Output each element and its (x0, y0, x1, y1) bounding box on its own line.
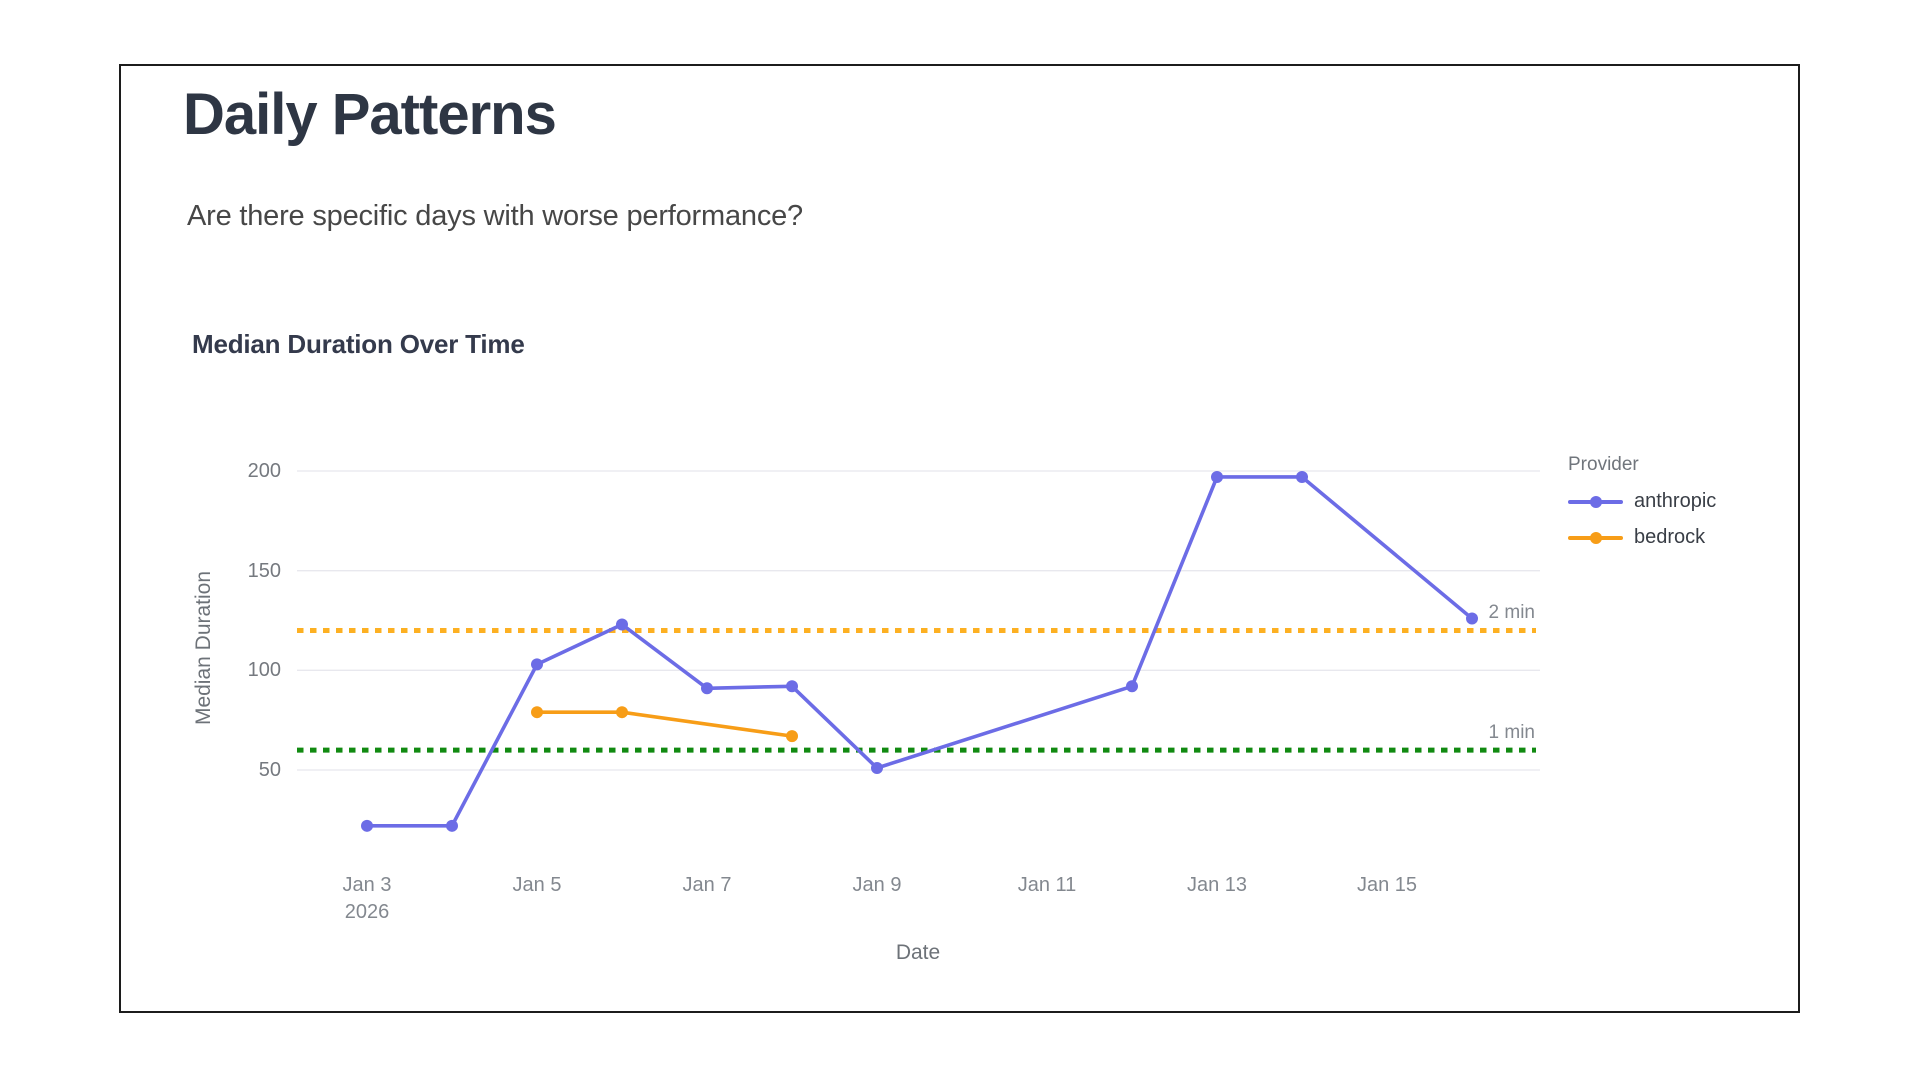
x-tick-label-jan15: Jan 15 (1356, 874, 1418, 896)
x-tick-label-jan7: Jan 7 (682, 874, 732, 896)
y-tick-label-200: 200 (247, 460, 281, 482)
y-tick-label-150: 150 (247, 560, 281, 582)
x-tick-label-jan5: Jan 5 (512, 874, 562, 896)
ref-line-label-1min: 1 min (1488, 722, 1535, 743)
page-subtitle: Are there specific days with worse perfo… (187, 200, 803, 232)
y-tick-label-100: 100 (247, 659, 281, 681)
legend-label-bedrock: bedrock (1634, 526, 1706, 548)
legend-title: Provider (1568, 454, 1639, 475)
anthropic-series-swatch (1568, 495, 1623, 508)
anthropic-swatch-dot (1589, 495, 1602, 508)
legend-item-anthropic[interactable]: anthropic (1568, 490, 1716, 513)
x-tick-label-jan13: Jan 13 (1186, 874, 1248, 896)
page-title: Daily Patterns (183, 82, 557, 147)
y-axis-title: Median Duration (192, 570, 215, 726)
legend-label-anthropic: anthropic (1634, 490, 1717, 512)
x-tick-year-label: 2026 (344, 901, 390, 923)
x-axis-title: Date (895, 941, 941, 964)
y-tick-label-50: 50 (258, 759, 281, 781)
ref-line-label-2min: 2 min (1488, 602, 1535, 623)
x-tick-label-jan9: Jan 9 (852, 874, 902, 896)
chart-title: Median Duration Over Time (192, 329, 525, 359)
bedrock-series-swatch (1568, 531, 1623, 544)
chart-legend: Provider anthropic bedrock (1568, 454, 1716, 562)
legend-item-bedrock[interactable]: bedrock (1568, 526, 1716, 549)
bedrock-swatch-dot (1589, 531, 1602, 544)
x-tick-label-jan3: Jan 3 (342, 874, 392, 896)
x-tick-label-jan11: Jan 11 (1017, 874, 1077, 896)
